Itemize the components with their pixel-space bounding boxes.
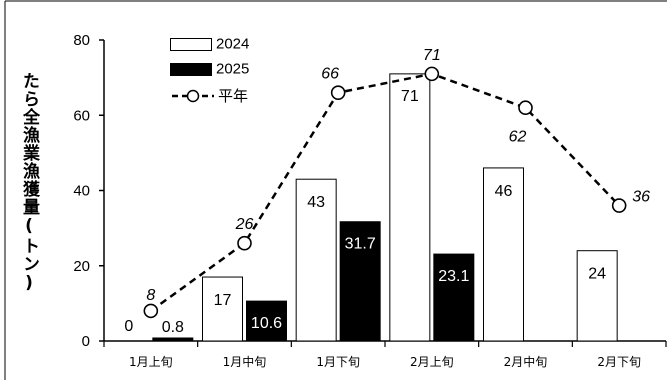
bar-2025 — [433, 253, 475, 342]
y-tick-label: 0 — [82, 333, 90, 350]
legend-2025: 2025 — [170, 60, 249, 78]
data-label-2024: 24 — [588, 266, 606, 283]
y-axis-label: たら全漁業漁獲量(トン) — [19, 72, 39, 294]
data-label-2025: 23.1 — [438, 268, 469, 285]
point-heinen — [611, 198, 627, 213]
bar-2024 — [389, 73, 431, 342]
data-label-heinen: 8 — [146, 287, 155, 304]
data-label-heinen: 71 — [423, 47, 441, 64]
point-heinen — [237, 235, 252, 251]
y-tick-label: 40 — [73, 183, 90, 200]
data-label-2025: 10.6 — [251, 315, 282, 332]
data-label-heinen: 26 — [235, 216, 254, 233]
point-heinen — [143, 303, 159, 319]
legend-label-2025: 2025 — [216, 60, 250, 78]
legend-swatch-heinen — [172, 89, 214, 102]
legend-label-heinen: 平年 — [218, 88, 249, 105]
x-tick-label: 2月下旬 — [597, 355, 641, 369]
data-label-heinen: 62 — [509, 129, 527, 146]
bar-2024 — [295, 178, 337, 342]
bar-2024 — [576, 250, 618, 342]
legend-label-2024: 2024 — [216, 35, 250, 53]
legend-swatch-2024 — [170, 37, 212, 51]
y-tick-label: 80 — [73, 32, 90, 49]
data-label-2024: 71 — [401, 88, 419, 105]
y-tick-label: 60 — [73, 107, 90, 124]
x-tick-label: 1月下旬 — [316, 355, 360, 369]
x-tick-label: 2月中旬 — [504, 354, 548, 369]
legend-2024: 2024 — [170, 35, 249, 53]
bar-2025 — [246, 300, 287, 342]
data-label-heinen: 36 — [632, 189, 650, 206]
y-tick-label: 20 — [73, 258, 90, 275]
x-tick-label: 2月上旬 — [410, 355, 454, 369]
point-heinen — [424, 66, 440, 82]
bar-2025 — [152, 337, 194, 342]
bar-2024 — [202, 276, 243, 342]
data-label-2024: 43 — [307, 194, 325, 211]
data-label-2025: 31.7 — [345, 236, 376, 253]
bar-2025 — [339, 221, 381, 342]
x-tick-label: 1月中旬 — [223, 354, 267, 369]
data-label-2025: 0.8 — [162, 319, 184, 336]
data-label-2024: 0 — [124, 318, 133, 335]
point-heinen — [518, 100, 533, 116]
bar-2024 — [483, 167, 524, 342]
legend-heinen: 平年 — [170, 85, 248, 106]
data-label-2024: 17 — [214, 292, 232, 309]
x-tick-label: 1月上旬 — [129, 355, 173, 369]
data-label-2024: 46 — [495, 183, 513, 200]
point-heinen — [330, 85, 346, 100]
legend-swatch-2025 — [170, 62, 212, 76]
line-heinen — [150, 72, 621, 312]
data-label-heinen: 66 — [321, 66, 339, 83]
